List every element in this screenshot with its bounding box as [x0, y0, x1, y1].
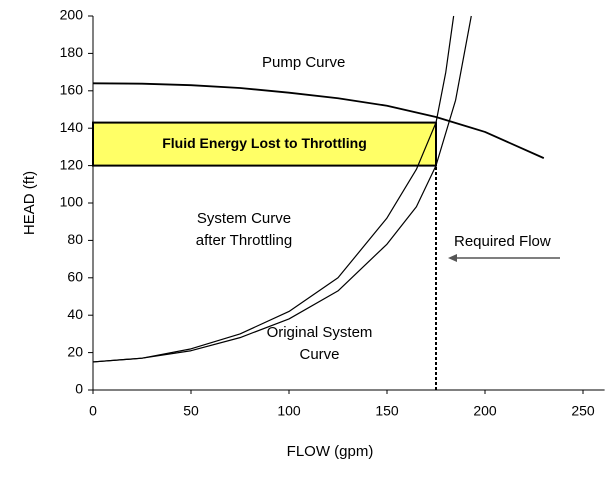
x-axis-label: FLOW (gpm)	[287, 443, 374, 460]
x-tick-label: 0	[89, 403, 97, 419]
y-tick-label: 60	[67, 269, 83, 285]
y-axis-label: HEAD (ft)	[21, 171, 38, 235]
y-tick-label: 20	[67, 343, 83, 359]
series-label-box: Original System Curve	[266, 324, 373, 363]
y-tick-label: 40	[67, 306, 83, 322]
x-tick-label: 150	[375, 403, 399, 419]
y-tick-label: 140	[60, 119, 84, 135]
y-tick-label: 80	[67, 231, 83, 247]
y-tick-label: 200	[60, 7, 84, 23]
y-tick-label: 120	[60, 156, 84, 172]
y-tick-label: 180	[60, 44, 84, 60]
y-tick-label: 0	[75, 381, 83, 397]
series-label: Pump Curve	[262, 54, 345, 71]
y-tick-label: 160	[60, 82, 84, 98]
curve	[92, 15, 455, 363]
y-tick-label: 100	[60, 194, 84, 210]
x-tick-label: 200	[473, 403, 497, 419]
arrow-head	[448, 254, 457, 262]
x-tick-label: 100	[277, 403, 301, 419]
throttling-label: Fluid Energy Lost to Throttling	[162, 135, 367, 151]
x-tick-label: 250	[571, 403, 595, 419]
series-label: Original System Curve	[266, 324, 373, 363]
series-label-box: System Curve after Throttling	[195, 210, 293, 249]
curve	[92, 82, 545, 159]
required-flow-label: Required Flow	[454, 233, 551, 250]
curve	[92, 15, 472, 363]
series-label: System Curve after Throttling	[195, 210, 293, 249]
x-tick-label: 50	[183, 403, 199, 419]
